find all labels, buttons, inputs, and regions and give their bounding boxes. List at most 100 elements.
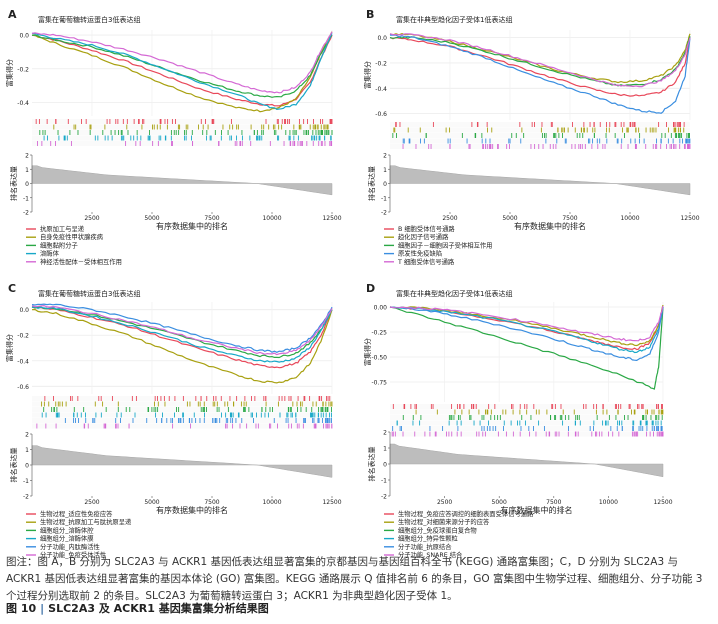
xtick-label: 5000 xyxy=(144,215,159,222)
ytick-label-top: -0.6 xyxy=(17,384,29,391)
rug-row-bg xyxy=(390,431,663,437)
rug-row-bg xyxy=(32,396,332,401)
series-line-2 xyxy=(389,304,664,347)
legend-label: 自身免疫性甲状腺疾病 xyxy=(40,232,104,241)
series-line-6 xyxy=(389,305,664,342)
ylabel-bottom: 排名表达量 xyxy=(367,447,376,482)
panel-label: C xyxy=(8,282,16,295)
xlabel: 有序数据集中的排名 xyxy=(514,221,586,231)
xtick-label: 7500 xyxy=(546,499,561,506)
ytick-label-top: -0.2 xyxy=(17,333,29,340)
ytick-label-bottom: 2 xyxy=(25,432,29,439)
rug-row-bg xyxy=(32,130,332,135)
series-line-5 xyxy=(389,33,691,88)
panel-label: D xyxy=(366,282,375,295)
xtick-label: 2500 xyxy=(437,499,452,506)
panel-title: 富集在非典型趋化因子受体1低表达组 xyxy=(396,289,512,298)
ytick-label-bottom: 1 xyxy=(25,167,29,174)
ytick-label-bottom: 2 xyxy=(383,153,387,160)
ytick-label-top: -0.2 xyxy=(17,66,29,73)
rug-row-bg xyxy=(390,133,690,138)
legend-label: 分子功能_SNARE 结合 xyxy=(398,550,463,559)
legend-label: 生物过程_抗原加工与肽抗原呈递 xyxy=(40,517,132,526)
series-line-6 xyxy=(31,304,333,356)
xtick-label: 10000 xyxy=(262,215,281,222)
xtick-label: 2500 xyxy=(442,215,457,222)
ytick-label-bottom: 0 xyxy=(25,181,29,188)
series-line-1 xyxy=(31,34,333,107)
ylabel-top: 富集得分 xyxy=(5,334,14,362)
ytick-label-top: 0.0 xyxy=(19,33,29,40)
ytick-label-top: -0.2 xyxy=(375,60,387,67)
series-line-4 xyxy=(31,32,333,111)
panel-C: C 富集在葡萄糖转运蛋白3低表达组 0.0 -0.2 -0.4 -0.6 富集得分 2 1 0 -1… xyxy=(5,282,342,559)
panel-title: 富集在非典型趋化因子受体1低表达组 xyxy=(396,15,512,24)
figure-title-text: SLC2A3 及 ACKR1 基因集富集分析结果图 xyxy=(48,602,269,615)
ytick-label-bottom: 0 xyxy=(383,181,387,188)
ytick-label-bottom: -2 xyxy=(23,210,29,217)
figure-caption: 图注：图 A，B 分别为 SLC2A3 与 ACKR1 基因低表达组显著富集的京… xyxy=(6,556,703,602)
panel-label: A xyxy=(8,8,17,21)
rug-row-bg xyxy=(32,119,332,124)
ytick-label-bottom: 1 xyxy=(383,446,387,453)
legend-label: 趋化因子信号通路 xyxy=(398,232,449,241)
ylabel-top: 富集得分 xyxy=(5,59,14,87)
figure-label: 图 10 xyxy=(6,602,37,615)
ytick-label-bottom: -1 xyxy=(381,195,387,202)
ytick-label-bottom: 0 xyxy=(25,463,29,470)
series-line-4 xyxy=(389,306,664,354)
legend-label: 抗原加工与呈递 xyxy=(40,224,85,233)
series-line-4 xyxy=(31,306,333,363)
xlabel: 有序数据集中的排名 xyxy=(156,505,228,515)
rug-row-bg xyxy=(32,401,332,407)
legend-label: 原发性免疫缺陷 xyxy=(398,249,442,258)
series-line-3 xyxy=(31,306,333,359)
title-separator: | xyxy=(40,602,45,615)
legend-label: 细胞因子－细胞因子受体相互作用 xyxy=(398,240,492,249)
ytick-label-top: -0.6 xyxy=(375,111,387,118)
xtick-label: 2500 xyxy=(84,499,99,506)
legend-label: B 细胞受体信号通路 xyxy=(398,224,455,233)
series-line-2 xyxy=(389,32,691,84)
xtick-label: 12500 xyxy=(653,499,672,506)
ytick-label-bottom: -2 xyxy=(381,210,387,217)
legend-label: 细胞组分_溶酶体膜 xyxy=(40,534,94,543)
legend-label: 细胞黏附分子 xyxy=(40,240,78,249)
series-line-4 xyxy=(389,34,691,114)
ylabel-bottom: 排名表达量 xyxy=(9,166,18,201)
legend-label: 神经活性配体－受体相互作用 xyxy=(40,257,122,266)
legend-label: 细胞组分_溶酶体腔 xyxy=(40,525,94,534)
legend-label: 分子功能_免疫受体活性 xyxy=(40,550,106,559)
rug-row-bg xyxy=(390,420,663,426)
enrichment-plot-area xyxy=(32,30,332,116)
xtick-label: 10000 xyxy=(599,499,618,506)
ranked-metric-area xyxy=(31,445,333,478)
xtick-label: 12500 xyxy=(680,215,699,222)
legend-label: 生物过程_免疫应答调控的细胞表面受体信号通路 xyxy=(398,509,534,518)
xtick-label: 12500 xyxy=(322,499,341,506)
xlabel: 有序数据集中的排名 xyxy=(156,221,228,231)
ranked-metric-area xyxy=(389,165,691,196)
ylabel-top: 富集得分 xyxy=(363,338,372,366)
xtick-label: 5000 xyxy=(502,215,517,222)
ytick-label-top: -0.75 xyxy=(371,380,387,387)
rug-row-bg xyxy=(32,141,332,146)
xtick-label: 10000 xyxy=(620,215,639,222)
gsea-figure: A 富集在葡萄糖转运蛋白3低表达组 0.0 -0.2 -0.4 富集得分 2 1 0 -1 -2 排名… xyxy=(5,8,700,559)
xtick-label: 12500 xyxy=(322,215,341,222)
ranked-metric-area xyxy=(389,443,664,478)
legend-label: 分子功能_内肽酶活性 xyxy=(40,542,100,551)
ytick-label-top: -0.4 xyxy=(375,86,387,93)
enrichment-plot-area xyxy=(390,302,663,402)
ytick-label-bottom: -2 xyxy=(381,494,387,501)
legend-label: 细胞组分_特异性颗粒 xyxy=(398,534,459,543)
panel-title: 富集在葡萄糖转运蛋白3低表达组 xyxy=(38,289,140,298)
panel-D: D 富集在非典型趋化因子受体1低表达组 0.00 -0.25 -0.50 -0.75 富集得… xyxy=(363,282,673,559)
rug-row-bg xyxy=(390,144,690,149)
rug-row-bg xyxy=(32,418,332,423)
ytick-label-top: -0.4 xyxy=(17,100,29,107)
ytick-label-bottom: 1 xyxy=(25,447,29,454)
series-line-2 xyxy=(31,308,333,384)
xtick-label: 5000 xyxy=(492,499,507,506)
